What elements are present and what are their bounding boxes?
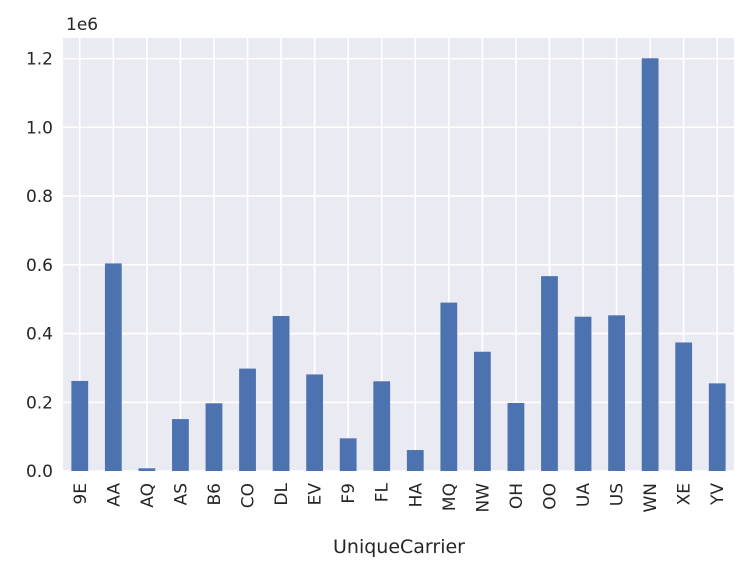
x-tick-label: YV	[708, 483, 728, 506]
x-tick-label: AQ	[138, 483, 158, 508]
bar-aa	[104, 263, 122, 471]
y-tick-labels: 0.0 0.2 0.4 0.6 0.8 1.0 1.2	[26, 50, 53, 482]
bar-dl	[272, 316, 290, 471]
x-tick-label: AA	[104, 483, 124, 507]
bar-xe	[675, 342, 693, 471]
x-tick-label: AS	[171, 483, 191, 505]
x-tick-label: F9	[339, 483, 359, 504]
x-tick-label: 9E	[71, 483, 91, 505]
x-tick-label: XE	[675, 483, 695, 505]
bar-9e	[71, 380, 89, 471]
bar-oo	[541, 276, 558, 471]
y-tick-label: 0.6	[26, 256, 53, 276]
bar-wn	[641, 58, 659, 472]
y-tick-label: 0.0	[26, 462, 53, 482]
x-tick-label: US	[608, 483, 628, 506]
y-tick-label: 1.0	[26, 118, 53, 138]
bar-yv	[708, 383, 726, 471]
x-tick-label: OH	[507, 483, 527, 509]
x-tick-label: EV	[306, 483, 326, 506]
y-tick-label: 0.4	[26, 325, 53, 345]
bar-b6	[205, 403, 223, 471]
y-axis-offset-label: 1e6	[66, 15, 98, 35]
bar-mq	[440, 302, 458, 471]
x-tick-label: DL	[272, 482, 292, 505]
x-tick-label: UA	[574, 483, 594, 507]
bar-oh	[507, 402, 525, 471]
x-tick-label: OO	[540, 483, 560, 510]
bar-f9	[339, 438, 357, 471]
x-tick-labels: 9E AA AQ AS B6 CO DL EV F9 FL HA MQ NW OH OO UA US WN XE YV	[71, 482, 728, 512]
x-tick-label: NW	[473, 483, 493, 513]
bars	[71, 58, 726, 472]
x-tick-label: HA	[406, 483, 426, 508]
x-tick-label: WN	[641, 483, 661, 513]
bar-nw	[473, 351, 491, 471]
y-tick-label: 1.2	[26, 50, 53, 70]
x-tick-label: FL	[373, 482, 393, 502]
x-tick-label: CO	[239, 483, 259, 508]
plot-area	[63, 38, 734, 471]
bar-ev	[306, 374, 324, 471]
bar-fl	[373, 381, 391, 471]
x-tick-label: MQ	[440, 483, 460, 511]
bar-ua	[574, 316, 592, 471]
bar-co	[239, 368, 256, 471]
bar-aq	[138, 468, 156, 471]
x-tick-label: B6	[205, 483, 225, 505]
bar-us	[608, 315, 625, 471]
bar-as	[172, 419, 189, 471]
y-tick-label: 0.8	[26, 187, 53, 207]
bar-ha	[406, 450, 424, 471]
x-axis-label: UniqueCarrier	[333, 536, 465, 558]
y-tick-label: 0.2	[26, 393, 53, 413]
